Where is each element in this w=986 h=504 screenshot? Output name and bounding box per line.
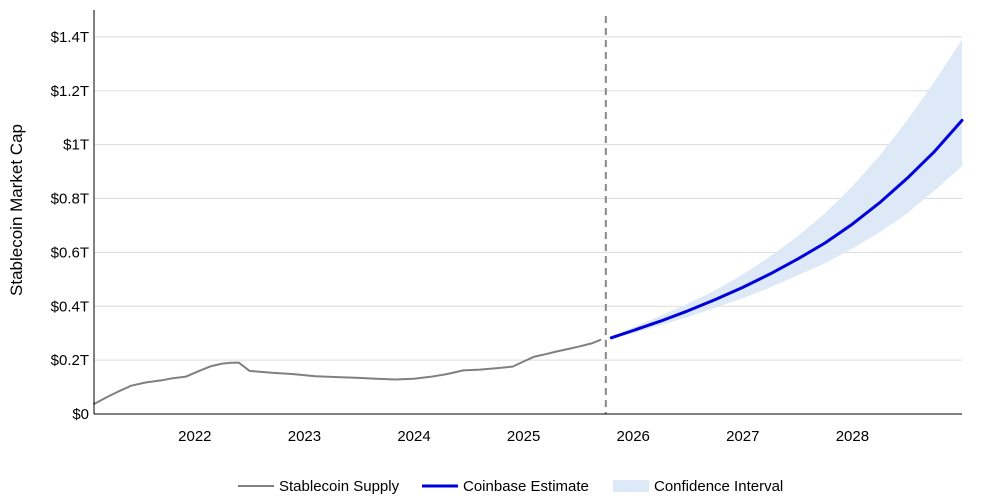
y-tick-label: $0.8T (51, 191, 89, 208)
confidence-interval-band (611, 39, 962, 340)
y-tick-label: $0.6T (51, 244, 89, 261)
legend-swatch-confidence-interval (613, 480, 649, 492)
y-tick-label: $1.2T (51, 83, 89, 100)
y-tick-label: $1.4T (51, 29, 89, 46)
legend-label-stablecoin-supply: Stablecoin Supply (279, 478, 400, 495)
y-tick-label: $0.4T (51, 298, 89, 315)
y-tick-label: $0.2T (51, 352, 89, 369)
series-line-coinbase-estimate (609, 118, 964, 340)
gridlines (94, 36, 962, 361)
y-tick-labels: $0 $0.2T $0.4T $0.6T $0.8T $1T $1.2T $1.4T (51, 29, 89, 423)
x-tick-label: 2028 (836, 428, 869, 445)
x-tick-label: 2022 (178, 428, 211, 445)
legend-label-confidence-interval: Confidence Interval (654, 478, 783, 495)
x-tick-label: 2025 (507, 428, 540, 445)
x-tick-label: 2024 (397, 428, 430, 445)
x-tick-label: 2023 (288, 428, 321, 445)
series-lines (93, 118, 964, 405)
axes (93, 10, 962, 415)
legend-label-coinbase-estimate: Coinbase Estimate (463, 478, 589, 495)
series-line-stablecoin-supply (93, 338, 602, 405)
confidence-band (611, 39, 962, 340)
y-tick-label: $1T (63, 137, 89, 154)
y-axis-title: Stablecoin Market Cap (7, 124, 26, 296)
x-tick-label: 2027 (726, 428, 759, 445)
x-tick-labels: 2022 2023 2024 2025 2026 2027 2028 (178, 428, 869, 445)
legend: Stablecoin Supply Coinbase Estimate Confid… (238, 478, 783, 495)
x-tick-label: 2026 (617, 428, 650, 445)
y-tick-label: $0 (72, 406, 89, 423)
